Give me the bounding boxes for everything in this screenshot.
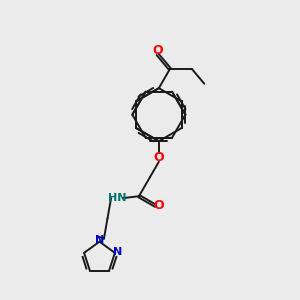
- Text: O: O: [152, 44, 163, 57]
- Text: N: N: [112, 247, 122, 257]
- Text: O: O: [154, 199, 164, 212]
- Text: O: O: [154, 151, 164, 164]
- Text: N: N: [95, 235, 104, 245]
- Text: HN: HN: [108, 193, 126, 203]
